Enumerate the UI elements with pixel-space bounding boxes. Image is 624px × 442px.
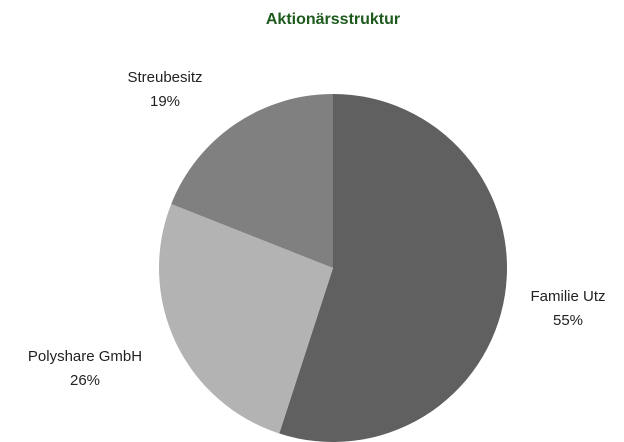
slice-label: Streubesitz	[127, 69, 202, 86]
slice-value-label: 55%	[553, 312, 583, 329]
pie-slice	[279, 94, 507, 442]
pie-slice	[171, 93, 333, 268]
slice-label: Polyshare GmbH	[28, 348, 142, 365]
chart-title: Aktionärsstruktur	[266, 11, 400, 28]
slice-value-label: 19%	[150, 93, 180, 110]
pie-slice	[158, 203, 333, 434]
slice-value-label: 26%	[70, 372, 100, 389]
slice-label: Familie Utz	[530, 288, 605, 305]
